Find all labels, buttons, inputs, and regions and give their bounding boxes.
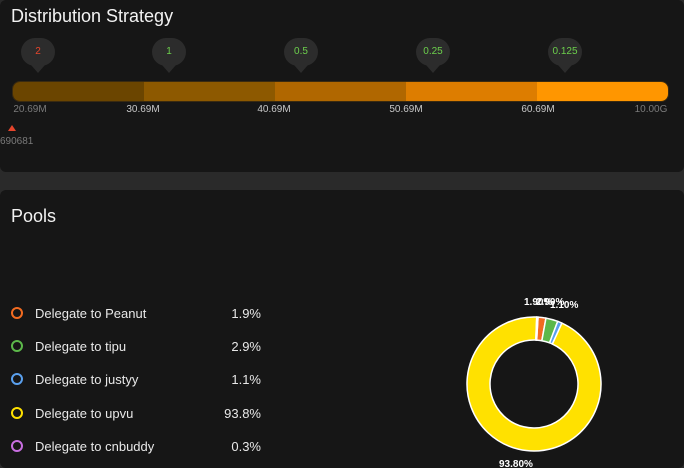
legend-value: 0.3% <box>231 438 261 454</box>
bar-segment-1 <box>13 82 144 101</box>
legend-item[interactable]: Delegate to tipu 2.9% <box>11 337 261 355</box>
multiplier-bubble: 0.125 <box>548 38 582 66</box>
bar-tick-label: 20.69M <box>13 104 47 115</box>
legend-item[interactable]: Delegate to upvu 93.8% <box>11 404 261 422</box>
pie-slice[interactable] <box>466 316 602 452</box>
pie-label: 1.90% <box>524 297 552 308</box>
bar-segment-4 <box>406 82 537 101</box>
legend-ring-icon <box>11 407 23 419</box>
bar-tick-label: 50.69M <box>389 104 423 115</box>
pools-donut-chart: 1.90% 2.90% 1.10% 93.80% <box>466 297 602 468</box>
pie-slice[interactable] <box>535 316 539 341</box>
bar-segment-3 <box>275 82 406 101</box>
current-position-marker-icon <box>8 125 16 131</box>
current-position-value: 690681 <box>0 136 34 147</box>
legend-item[interactable]: Delegate to cnbuddy 0.3% <box>11 437 261 455</box>
distribution-strategy-title: Distribution Strategy <box>11 6 174 26</box>
pie-label: 93.80% <box>499 459 533 468</box>
bar-tick-label: 60.69M <box>521 104 555 115</box>
bar-segment-5 <box>537 82 668 101</box>
bar-tick-label: 40.69M <box>257 104 291 115</box>
bar-tick-label: 30.69M <box>126 104 160 115</box>
pie-label: 1.10% <box>550 300 578 311</box>
distribution-bar <box>12 81 669 102</box>
bar-segment-2 <box>144 82 275 101</box>
legend-label: Delegate to justyy <box>35 371 139 387</box>
legend-item[interactable]: Delegate to justyy 1.1% <box>11 370 261 388</box>
legend-value: 93.8% <box>224 405 261 421</box>
bar-tick-label: 10.00G <box>634 104 668 115</box>
legend-ring-icon <box>11 373 23 385</box>
legend-value: 2.9% <box>231 338 261 354</box>
legend-label: Delegate to Peanut <box>35 305 147 321</box>
pools-title: Pools <box>11 206 57 226</box>
legend-label: Delegate to cnbuddy <box>35 438 155 454</box>
multiplier-bubble: 0.5 <box>284 38 318 66</box>
legend-ring-icon <box>11 307 23 319</box>
multiplier-bubble: 1 <box>152 38 186 66</box>
legend-value: 1.9% <box>231 305 261 321</box>
legend-label: Delegate to tipu <box>35 338 127 354</box>
multiplier-bubble: 2 <box>21 38 55 66</box>
multiplier-bubble: 0.25 <box>416 38 450 66</box>
legend-ring-icon <box>11 340 23 352</box>
legend-label: Delegate to upvu <box>35 405 134 421</box>
pie-label: 2.90% <box>536 297 564 308</box>
legend-value: 1.1% <box>231 371 261 387</box>
legend-item[interactable]: Delegate to Peanut 1.9% <box>11 304 261 322</box>
legend-ring-icon <box>11 440 23 452</box>
